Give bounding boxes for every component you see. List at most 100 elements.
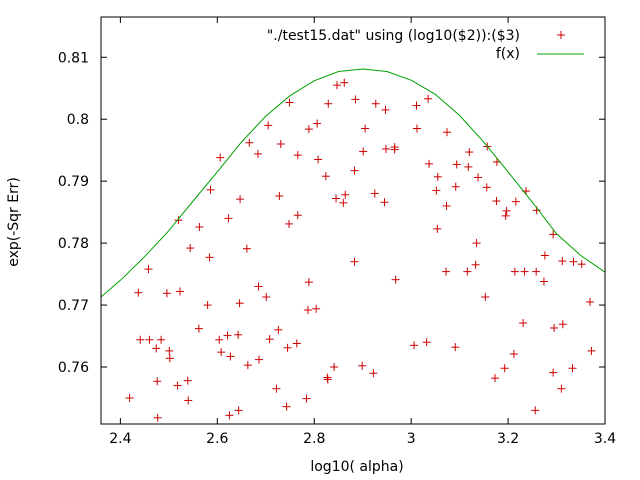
data-point: [285, 219, 294, 228]
data-point: [587, 346, 596, 355]
data-point: [206, 185, 215, 194]
data-point: [217, 348, 226, 357]
data-point: [175, 287, 184, 296]
data-point: [549, 368, 558, 377]
chart-marks: [100, 68, 606, 422]
data-point: [324, 99, 333, 108]
data-point: [254, 282, 263, 291]
data-point: [452, 160, 461, 169]
data-point: [569, 257, 578, 266]
data-point: [463, 267, 472, 276]
data-point: [519, 319, 528, 328]
data-point: [532, 267, 541, 276]
x-tick-label: 3.4: [594, 431, 616, 447]
data-point: [225, 411, 234, 420]
data-point: [174, 216, 183, 225]
data-point: [380, 198, 389, 207]
y-tick-label: 0.76: [58, 360, 89, 376]
data-point: [216, 153, 225, 162]
data-point: [369, 369, 378, 378]
data-point: [272, 384, 281, 393]
data-point: [500, 364, 509, 373]
data-point: [391, 275, 400, 284]
data-point: [333, 81, 342, 90]
data-point: [510, 267, 519, 276]
data-point: [443, 128, 452, 137]
data-point: [432, 186, 441, 195]
data-point: [339, 198, 348, 207]
data-point: [358, 361, 367, 370]
data-point: [425, 159, 434, 168]
data-point: [234, 330, 243, 339]
data-point: [153, 377, 162, 386]
y-tick-label: 0.77: [58, 298, 89, 314]
y-axis-label: exp(-Sqr Err): [6, 177, 22, 267]
data-point: [509, 349, 518, 358]
data-point: [442, 201, 451, 210]
data-point: [224, 214, 233, 223]
data-point: [332, 194, 341, 203]
data-point: [568, 364, 577, 373]
data-point: [350, 257, 359, 266]
data-point: [203, 301, 212, 310]
y-tick-label: 0.81: [58, 50, 89, 66]
data-point: [471, 260, 480, 269]
data-point: [283, 343, 292, 352]
data-point: [144, 265, 153, 274]
y-tick-label: 0.79: [58, 174, 89, 190]
data-point: [234, 406, 243, 415]
x-tick-label: 2.8: [303, 431, 325, 447]
data-point: [550, 323, 559, 332]
data-point: [145, 335, 154, 344]
data-point: [577, 260, 586, 269]
data-point: [323, 375, 332, 384]
data-point: [539, 277, 548, 286]
data-point: [304, 125, 313, 134]
ticks: 2.4 2.6 2.8 3 3.2 3.4 0.76 0.77 0.78 0.79 0.8 0.81: [58, 17, 616, 447]
data-point: [531, 406, 540, 415]
data-point: [585, 297, 594, 306]
data-point: [540, 251, 549, 260]
data-point: [173, 381, 182, 390]
data-point: [152, 344, 161, 353]
data-point: [285, 98, 294, 107]
data-point: [195, 223, 204, 232]
data-point: [520, 267, 529, 276]
plot-frame: [100, 16, 606, 425]
data-point: [226, 352, 235, 361]
x-axis-label: log10( alpha): [310, 459, 403, 475]
data-point: [464, 162, 473, 171]
data-point: [451, 182, 460, 191]
fit-curve: [100, 68, 606, 298]
data-point: [184, 396, 193, 405]
data-point: [293, 151, 302, 160]
data-point: [381, 144, 390, 153]
data-point: [474, 173, 483, 182]
y-tick-label: 0.8: [67, 112, 89, 128]
data-point: [340, 78, 349, 87]
data-point: [351, 95, 360, 104]
data-point: [264, 121, 273, 130]
data-point: [313, 119, 322, 128]
data-point: [321, 172, 330, 181]
data-point: [125, 393, 134, 402]
data-point: [282, 402, 291, 411]
data-point: [165, 354, 174, 363]
data-point: [412, 124, 421, 133]
data-point: [265, 335, 274, 344]
data-point: [162, 289, 171, 298]
data-point: [381, 105, 390, 114]
data-point: [511, 197, 520, 206]
data-point: [235, 299, 244, 308]
data-point: [303, 306, 312, 315]
data-point: [136, 335, 145, 344]
data-point: [165, 346, 174, 355]
legend-sample-data: [557, 31, 565, 39]
data-point: [410, 341, 419, 350]
data-point: [205, 253, 214, 262]
legend-label-data: "./test15.dat" using (log10($2)):($3): [267, 28, 520, 44]
data-point: [330, 363, 339, 372]
data-point: [465, 148, 474, 157]
data-point: [292, 339, 301, 348]
